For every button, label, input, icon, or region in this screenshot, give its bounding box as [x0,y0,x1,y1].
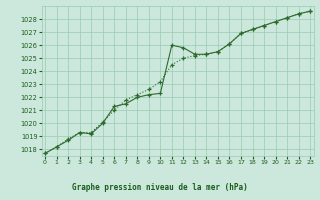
Text: Graphe pression niveau de la mer (hPa): Graphe pression niveau de la mer (hPa) [72,183,248,192]
